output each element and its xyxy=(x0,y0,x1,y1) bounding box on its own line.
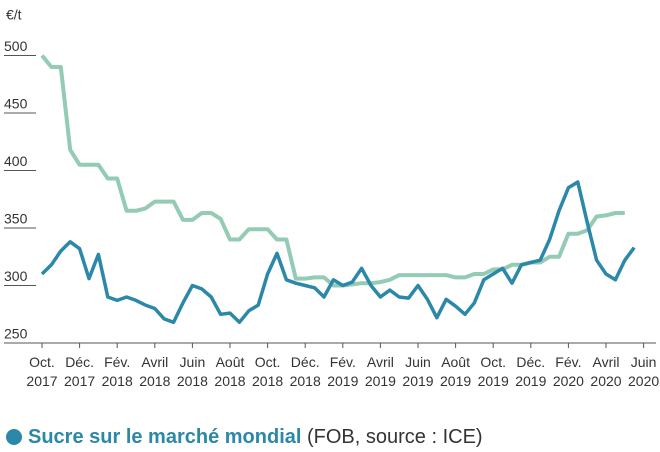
x-tick-label-line: Fév. xyxy=(555,354,581,370)
x-tick-label-line: 2019 xyxy=(402,373,433,389)
x-tick-label-line: Fév. xyxy=(330,354,356,370)
x-tick-label-line: 2017 xyxy=(26,373,57,389)
x-tick-label-line: 2020 xyxy=(590,373,621,389)
x-tick-label: Fév. 2020 xyxy=(553,354,584,389)
x-tick-label-line: 2019 xyxy=(440,373,471,389)
x-tick-label-line: Juin xyxy=(631,354,657,370)
caption-title: Sucre sur le marché mondial xyxy=(28,426,301,448)
y-tick-label: 400 xyxy=(4,153,28,169)
x-tick-label-line: Juin xyxy=(180,354,206,370)
series-line xyxy=(40,54,625,288)
y-tick-label: 450 xyxy=(4,96,28,112)
x-tick-label-line: Avril xyxy=(367,354,394,370)
x-tick-label: Fév. 2019 xyxy=(327,354,358,389)
y-tick-label: 250 xyxy=(4,326,28,342)
caption: Sucre sur le marché mondial (FOB, source… xyxy=(28,426,483,448)
x-tick-label-line: Déc. xyxy=(516,354,545,370)
y-tick-label: 300 xyxy=(4,268,28,284)
x-tick-label: Fév. 2018 xyxy=(102,354,133,389)
x-tick-label: Déc. 2019 xyxy=(515,354,546,389)
caption-note: (FOB, source : ICE) xyxy=(307,426,483,448)
x-tick-label-line: Août xyxy=(216,354,245,370)
x-tick-label-line: Avril xyxy=(141,354,168,370)
caption-dot xyxy=(6,429,22,445)
x-tick-label: Oct. 2018 xyxy=(252,354,283,389)
x-tick-label: Juin 2018 xyxy=(177,354,208,389)
x-tick-label-line: Juin xyxy=(405,354,431,370)
x-tick-label-line: Déc. xyxy=(291,354,320,370)
x-tick-label-line: 2018 xyxy=(214,373,245,389)
x-tick-label-line: Avril xyxy=(593,354,620,370)
x-tick-label: Déc. 2018 xyxy=(290,354,321,389)
x-tick-label-line: 2018 xyxy=(290,373,321,389)
y-unit: €/t xyxy=(6,7,22,23)
x-tick-label-line: Oct. xyxy=(29,354,55,370)
x-tick-label: Avril 2019 xyxy=(365,354,396,389)
x-tick-label-line: Oct. xyxy=(255,354,281,370)
x-tick-label: Oct. 2019 xyxy=(478,354,509,389)
x-tick-label-line: 2018 xyxy=(252,373,283,389)
x-tick-label-line: 2019 xyxy=(478,373,509,389)
x-tick-label-line: 2019 xyxy=(365,373,396,389)
x-tick-label-line: 2018 xyxy=(177,373,208,389)
x-tick-label: Août 2019 xyxy=(440,354,471,389)
x-tick-label-line: 2019 xyxy=(327,373,358,389)
y-tick-label: 500 xyxy=(4,38,28,54)
x-tick-label-line: 2020 xyxy=(553,373,584,389)
x-tick-label-line: 2020 xyxy=(628,373,659,389)
x-tick-label-line: Oct. xyxy=(480,354,506,370)
x-tick-label: Août 2018 xyxy=(214,354,245,389)
x-tick-label-line: Août xyxy=(441,354,470,370)
series-line xyxy=(40,180,636,325)
x-tick-label: Oct. 2017 xyxy=(26,354,57,389)
x-tick-label-line: 2017 xyxy=(64,373,95,389)
x-tick-label: Déc. 2017 xyxy=(64,354,95,389)
x-tick-label-line: 2019 xyxy=(515,373,546,389)
x-tick-label: Juin 2019 xyxy=(402,354,433,389)
x-tick-label: Juin 2020 xyxy=(628,354,659,389)
x-tick-label-line: 2018 xyxy=(139,373,170,389)
x-tick-label-line: Fév. xyxy=(104,354,130,370)
x-tick-label-line: 2018 xyxy=(102,373,133,389)
x-tick-label: Avril 2018 xyxy=(139,354,170,389)
x-tick-label: Avril 2020 xyxy=(590,354,621,389)
x-tick-label-line: Déc. xyxy=(65,354,94,370)
y-tick-label: 350 xyxy=(4,211,28,227)
